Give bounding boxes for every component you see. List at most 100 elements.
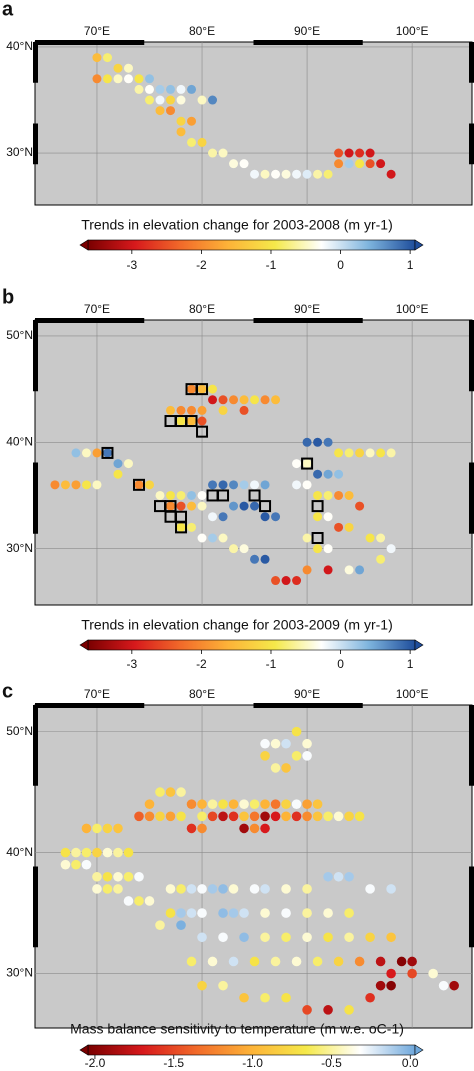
- colorbar-tick-label: -2.0: [85, 1056, 106, 1070]
- grid-cell: [239, 395, 249, 405]
- grid-cell: [302, 751, 312, 761]
- grid-cell: [302, 932, 312, 943]
- grid-cell: [208, 384, 218, 394]
- colorbar-end: [414, 239, 424, 251]
- grid-cell: [187, 84, 197, 94]
- grid-cell: [197, 137, 207, 147]
- grid-cell: [187, 405, 197, 415]
- grid-cell: [176, 501, 186, 511]
- grid-cell: [229, 544, 239, 554]
- highlight-box: [259, 500, 272, 513]
- frame-bar: [253, 703, 363, 708]
- grid-cell: [302, 884, 312, 894]
- grid-cell: [113, 847, 123, 858]
- grid-cell: [312, 956, 323, 967]
- grid-cell: [344, 1005, 354, 1015]
- highlight-box: [196, 425, 209, 438]
- grid-cell: [176, 405, 186, 415]
- grid-cell: [197, 884, 207, 894]
- grid-cell: [207, 811, 218, 822]
- grid-cell: [334, 490, 344, 500]
- grid-cell: [313, 490, 323, 500]
- grid-cell: [334, 469, 344, 479]
- grid-cell: [323, 544, 333, 554]
- grid-cell: [281, 576, 291, 586]
- grid-cell: [71, 847, 81, 858]
- grid-cell: [386, 884, 396, 894]
- grid-cell: [123, 871, 134, 882]
- frame-bar: [33, 705, 38, 786]
- grid-cell: [313, 512, 323, 522]
- grid-cell: [229, 501, 239, 511]
- frame-bar: [469, 705, 474, 786]
- grid-cell: [344, 148, 354, 158]
- grid-cell: [92, 847, 102, 858]
- grid-cell: [71, 859, 81, 870]
- grid-cell: [176, 416, 186, 426]
- grid-cell: [207, 799, 218, 809]
- grid-cell: [134, 811, 144, 822]
- grid-cell: [102, 884, 113, 894]
- grid-cell: [302, 738, 312, 749]
- grid-cell: [197, 908, 207, 918]
- grid-cell: [208, 480, 218, 490]
- grid-cell: [344, 159, 354, 169]
- grid-cell: [271, 395, 281, 405]
- grid-cell: [250, 395, 260, 405]
- grid-cell: [344, 908, 354, 918]
- grid-cell: [302, 437, 312, 447]
- grid-cell: [186, 956, 197, 967]
- grid-cell: [113, 459, 123, 469]
- grid-cell: [334, 159, 344, 169]
- grid-cell: [396, 956, 407, 967]
- grid-cell: [355, 501, 365, 511]
- grid-cell: [228, 811, 239, 822]
- grid-cell: [260, 751, 270, 761]
- grid-cell: [260, 738, 270, 749]
- grid-cell: [176, 884, 186, 894]
- grid-cell: [155, 84, 165, 94]
- highlight-box: [217, 489, 230, 502]
- grid-cell: [208, 533, 218, 543]
- grid-cell: [260, 932, 270, 943]
- grid-cell: [176, 920, 186, 930]
- colorbar-tick-label: -3: [126, 657, 137, 671]
- grid-cell: [166, 95, 176, 105]
- grid-cell: [312, 799, 323, 809]
- frame-bar: [33, 123, 38, 165]
- grid-cell: [270, 763, 281, 773]
- colorbar-title: Trends in elevation change for 2003-2008…: [81, 217, 393, 233]
- grid-cell: [166, 84, 176, 94]
- grid-cell: [197, 932, 207, 943]
- grid-cell: [365, 992, 375, 1003]
- grid-cell: [165, 811, 176, 822]
- grid-cell: [50, 480, 60, 490]
- highlight-box: [175, 521, 188, 534]
- panel-letter: a: [2, 0, 14, 20]
- frame-bar: [469, 462, 474, 534]
- grid-cell: [376, 448, 386, 458]
- grid-cell: [313, 469, 323, 479]
- grid-cell: [386, 968, 396, 979]
- grid-cell: [144, 799, 155, 809]
- lat-label: 40°N: [6, 434, 33, 448]
- grid-cell: [92, 480, 102, 490]
- grid-cell: [145, 84, 155, 94]
- grid-cell: [81, 859, 92, 870]
- grid-cell: [187, 416, 197, 426]
- lon-label: 90°E: [294, 302, 320, 316]
- grid-cell: [386, 448, 396, 458]
- grid-cell: [281, 932, 291, 943]
- colorbar-tick-label: 1: [407, 258, 414, 272]
- grid-cell: [302, 811, 312, 822]
- grid-cell: [134, 896, 144, 906]
- grid-cell: [186, 799, 197, 809]
- lon-label: 70°E: [84, 302, 110, 316]
- grid-cell: [302, 459, 312, 469]
- grid-cell: [334, 148, 344, 158]
- grid-cell: [197, 533, 207, 543]
- frame-bar: [35, 40, 145, 45]
- colorbar: [87, 239, 416, 251]
- grid-cell: [281, 992, 291, 1003]
- colorbar: [87, 639, 416, 651]
